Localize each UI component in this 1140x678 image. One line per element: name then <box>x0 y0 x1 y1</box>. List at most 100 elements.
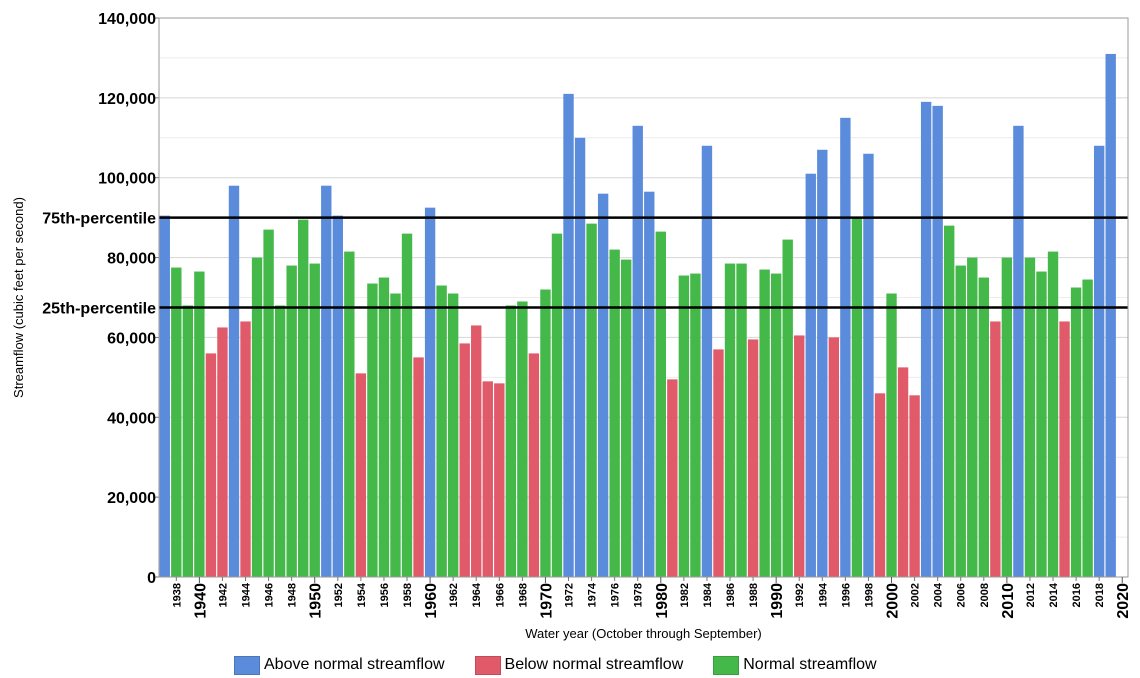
x-tick-label: 1976 <box>610 583 622 607</box>
bar-1996 <box>840 117 851 578</box>
x-tick-label: 2018 <box>1094 583 1106 607</box>
bar-2000 <box>886 293 897 577</box>
bar-1947 <box>274 305 286 577</box>
bar-1979 <box>644 191 655 578</box>
x-major-tick-label: 1980 <box>654 583 671 619</box>
bar-1944 <box>240 321 251 577</box>
reference-line-label: 75th-percentile <box>42 211 156 228</box>
bar-1949 <box>298 219 309 577</box>
bar-2005 <box>944 225 955 577</box>
bar-1986 <box>724 263 736 577</box>
y-tick-label: 80,000 <box>107 251 156 268</box>
bar-1952 <box>332 215 343 577</box>
x-axis-tick-labels: 1938 1942 1944 1946 1948 1952 1954 1956 1958 1962… <box>171 577 1132 619</box>
bar-1984 <box>701 145 713 577</box>
reference-line-label: 25th-percentile <box>42 300 156 317</box>
legend-label-below: Below normal streamflow <box>504 656 684 673</box>
x-tick-label: 1996 <box>840 583 852 607</box>
bar-1968 <box>517 301 528 577</box>
bar-2014 <box>1047 251 1059 577</box>
bar-2002 <box>909 395 920 577</box>
x-tick-label: 1952 <box>333 583 345 607</box>
bar-1955 <box>367 283 378 577</box>
bar-1945 <box>251 257 263 577</box>
bar-1973 <box>574 137 586 578</box>
bar-1969 <box>528 353 540 577</box>
x-major-tick-label: 2000 <box>885 583 902 619</box>
x-tick-label: 1954 <box>356 582 368 607</box>
bar-1965 <box>482 381 493 577</box>
bar-1937 <box>159 215 170 577</box>
x-tick-label: 2006 <box>956 583 968 607</box>
bar-1983 <box>690 273 701 577</box>
bar-1951 <box>321 185 332 577</box>
bar-1988 <box>747 339 759 577</box>
x-tick-label: 1968 <box>517 583 529 607</box>
bar-1948 <box>286 265 297 577</box>
bar-1939 <box>182 305 194 577</box>
x-tick-label: 1994 <box>817 582 829 607</box>
plot-frame <box>158 17 1129 578</box>
legend: Above normal streamflow Below normal str… <box>234 654 907 676</box>
bar-1938 <box>171 267 182 577</box>
x-major-tick-label: 1970 <box>538 583 555 619</box>
bar-1981 <box>667 379 678 577</box>
bar-1962 <box>447 293 459 577</box>
bar-2015 <box>1059 321 1070 577</box>
bar-1957 <box>390 293 401 577</box>
reference-lines: 75th-percentile 25th-percentile <box>42 211 1128 317</box>
bar-1961 <box>436 285 447 577</box>
bar-2006 <box>955 265 966 577</box>
bar-1998 <box>863 153 874 577</box>
streamflow-chart: 75th-percentile 25th-percentile 0 20,000 40… <box>11 11 1132 641</box>
x-major-tick-label: 1990 <box>769 583 786 619</box>
x-tick-label: 1998 <box>863 583 875 607</box>
bar-1999 <box>874 393 886 577</box>
bar-1974 <box>586 223 597 577</box>
bar-2008 <box>978 277 989 577</box>
x-major-tick-label: 1960 <box>423 583 440 619</box>
y-tick-label: 0 <box>147 570 156 587</box>
x-tick-label: 1964 <box>471 582 483 607</box>
x-tick-label: 1942 <box>217 583 229 607</box>
x-tick-label: 1986 <box>725 583 737 607</box>
x-tick-label: 1938 <box>171 583 183 607</box>
legend-swatch-normal <box>713 655 740 675</box>
x-tick-label: 1958 <box>402 583 414 607</box>
bar-1971 <box>551 233 563 577</box>
bar-1991 <box>782 239 793 577</box>
legend-label-normal: Normal streamflow <box>743 656 877 673</box>
y-tick-label: 40,000 <box>107 410 156 427</box>
bar-1964 <box>471 325 482 577</box>
legend-label-above: Above normal streamflow <box>264 656 445 673</box>
bar-1970 <box>540 289 551 577</box>
bar-1989 <box>759 269 770 577</box>
bar-2007 <box>967 257 978 577</box>
legend-item-above: Above normal streamflow <box>234 655 445 675</box>
legend-item-below: Below normal streamflow <box>474 655 684 675</box>
bar-1978 <box>632 125 643 578</box>
bar-1990 <box>770 273 782 577</box>
x-tick-label: 2008 <box>979 583 991 607</box>
bar-1972 <box>563 93 574 577</box>
x-major-tick-label: 1940 <box>192 583 209 619</box>
legend-swatch-below <box>474 655 501 675</box>
bar-2013 <box>1036 271 1047 577</box>
bar-1977 <box>621 259 632 577</box>
x-major-tick-label: 1950 <box>308 583 325 619</box>
y-tick-label: 60,000 <box>107 330 156 347</box>
bar-1967 <box>505 305 517 577</box>
bar-1987 <box>736 263 747 577</box>
bar-2003 <box>920 101 932 577</box>
bar-1982 <box>678 275 690 577</box>
bar-1956 <box>378 277 390 577</box>
x-tick-label: 1978 <box>633 583 645 607</box>
bar-2011 <box>1013 125 1024 578</box>
bar-2001 <box>897 367 909 577</box>
bar-2016 <box>1070 287 1082 577</box>
x-tick-label: 1944 <box>241 582 253 607</box>
x-tick-label: 1982 <box>679 583 691 607</box>
bar-1946 <box>263 229 274 577</box>
x-tick-label: 1972 <box>564 583 576 607</box>
bar-1954 <box>355 373 367 577</box>
